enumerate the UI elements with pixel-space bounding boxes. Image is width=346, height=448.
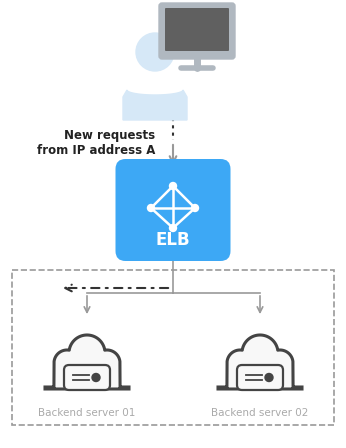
Circle shape xyxy=(191,204,199,211)
Text: Backend server 01: Backend server 01 xyxy=(38,408,136,418)
FancyBboxPatch shape xyxy=(64,365,110,390)
FancyBboxPatch shape xyxy=(116,159,230,261)
Circle shape xyxy=(136,33,174,71)
Circle shape xyxy=(170,182,176,190)
FancyBboxPatch shape xyxy=(159,3,235,59)
FancyBboxPatch shape xyxy=(237,365,283,390)
Text: from IP address A: from IP address A xyxy=(37,143,155,156)
FancyBboxPatch shape xyxy=(165,8,229,51)
Circle shape xyxy=(147,204,155,211)
Polygon shape xyxy=(218,335,302,389)
Polygon shape xyxy=(45,335,129,389)
Text: New requests: New requests xyxy=(64,129,155,142)
Text: ELB: ELB xyxy=(156,231,190,249)
Bar xyxy=(12,270,334,425)
Circle shape xyxy=(170,224,176,232)
Text: Backend server 02: Backend server 02 xyxy=(211,408,309,418)
Circle shape xyxy=(92,374,100,382)
Circle shape xyxy=(265,374,273,382)
Polygon shape xyxy=(123,90,187,120)
